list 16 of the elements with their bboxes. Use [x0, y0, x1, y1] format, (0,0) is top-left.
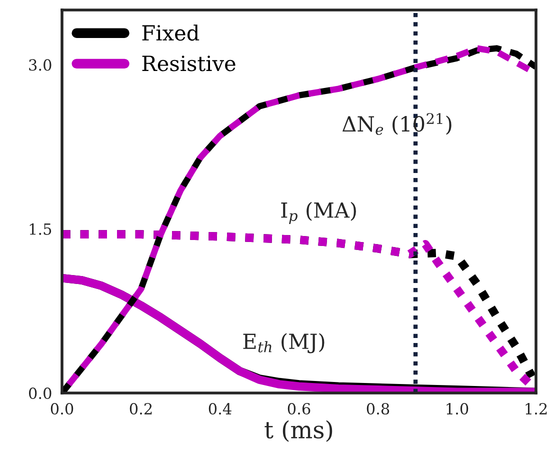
- x-tick-label: 1.0: [446, 402, 468, 415]
- x-tick-label: 0.4: [208, 402, 232, 415]
- x-tick-label: 1.2: [526, 402, 547, 415]
- y-tick-label: 0.0: [28, 387, 52, 400]
- x-tick-label: 0.2: [130, 402, 152, 415]
- legend-label: Resistive: [142, 56, 236, 72]
- annotation: I$_{p}$ (MA): [281, 202, 356, 224]
- x-axis-title: t (ms): [264, 420, 332, 442]
- x-tick-label: 0.6: [288, 402, 310, 415]
- x-tick-label: 0.8: [366, 402, 390, 415]
- y-tick-label: 1.5: [30, 223, 52, 235]
- legend-label: Fixed: [142, 24, 200, 41]
- y-tick-label: 3.0: [29, 59, 52, 71]
- x-tick-label: 0.0: [50, 402, 74, 415]
- annotation: E$_{th}$ (MJ): [243, 333, 324, 354]
- annotation: ΔN$_{e}$ (10$^{21}$): [342, 113, 452, 135]
